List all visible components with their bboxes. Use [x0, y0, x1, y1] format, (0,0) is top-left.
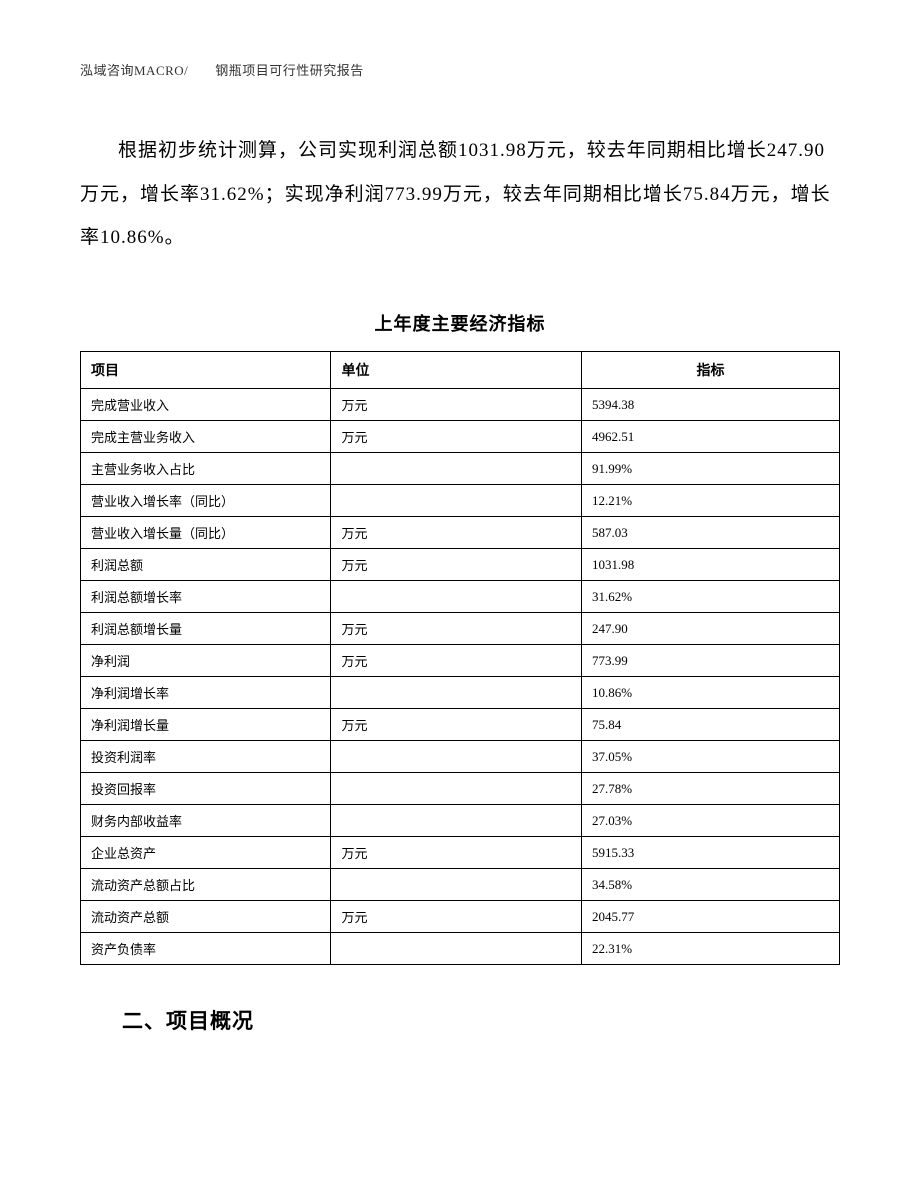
cell-item: 财务内部收益率: [81, 805, 331, 837]
cell-value: 5915.33: [581, 837, 839, 869]
column-header-item: 项目: [81, 352, 331, 389]
table-row: 主营业务收入占比 91.99%: [81, 453, 840, 485]
column-header-value: 指标: [581, 352, 839, 389]
cell-item: 完成营业收入: [81, 389, 331, 421]
cell-value: 34.58%: [581, 869, 839, 901]
cell-value: 5394.38: [581, 389, 839, 421]
table-row: 净利润增长率 10.86%: [81, 677, 840, 709]
paragraph-text: 根据初步统计测算，公司实现利润总额1031.98万元，较去年同期相比增长247.…: [80, 140, 831, 248]
cell-unit: [331, 933, 581, 965]
table-row: 利润总额增长率 31.62%: [81, 581, 840, 613]
cell-item: 净利润: [81, 645, 331, 677]
cell-unit: [331, 741, 581, 773]
cell-item: 营业收入增长率（同比）: [81, 485, 331, 517]
table-body: 完成营业收入万元5394.38完成主营业务收入万元4962.51主营业务收入占比…: [81, 389, 840, 965]
table-title-text: 上年度主要经济指标: [375, 314, 546, 334]
table-header-row: 项目 单位 指标: [81, 352, 840, 389]
cell-item: 净利润增长量: [81, 709, 331, 741]
table-row: 流动资产总额万元2045.77: [81, 901, 840, 933]
cell-value: 75.84: [581, 709, 839, 741]
table-row: 营业收入增长率（同比） 12.21%: [81, 485, 840, 517]
cell-value: 1031.98: [581, 549, 839, 581]
cell-unit: 万元: [331, 709, 581, 741]
cell-value: 2045.77: [581, 901, 839, 933]
table-row: 完成主营业务收入万元4962.51: [81, 421, 840, 453]
table-title: 上年度主要经济指标: [80, 310, 840, 336]
cell-item: 流动资产总额: [81, 901, 331, 933]
cell-unit: 万元: [331, 645, 581, 677]
cell-value: 31.62%: [581, 581, 839, 613]
cell-unit: 万元: [331, 549, 581, 581]
cell-item: 净利润增长率: [81, 677, 331, 709]
table-row: 投资回报率 27.78%: [81, 773, 840, 805]
table-row: 利润总额增长量万元247.90: [81, 613, 840, 645]
cell-unit: [331, 485, 581, 517]
table-row: 财务内部收益率 27.03%: [81, 805, 840, 837]
section-heading-text: 二、项目概况: [122, 1009, 254, 1033]
table-row: 净利润增长量万元75.84: [81, 709, 840, 741]
table-row: 投资利润率 37.05%: [81, 741, 840, 773]
cell-item: 利润总额增长量: [81, 613, 331, 645]
cell-value: 4962.51: [581, 421, 839, 453]
table-row: 流动资产总额占比 34.58%: [81, 869, 840, 901]
cell-value: 10.86%: [581, 677, 839, 709]
cell-unit: 万元: [331, 837, 581, 869]
column-header-unit: 单位: [331, 352, 581, 389]
cell-unit: [331, 805, 581, 837]
cell-item: 资产负债率: [81, 933, 331, 965]
cell-unit: 万元: [331, 901, 581, 933]
cell-unit: [331, 581, 581, 613]
cell-item: 流动资产总额占比: [81, 869, 331, 901]
cell-value: 27.78%: [581, 773, 839, 805]
summary-paragraph: 根据初步统计测算，公司实现利润总额1031.98万元，较去年同期相比增长247.…: [80, 129, 840, 260]
header-text: 泓域咨询MACRO/ 钢瓶项目可行性研究报告: [80, 63, 364, 78]
cell-item: 营业收入增长量（同比）: [81, 517, 331, 549]
cell-value: 22.31%: [581, 933, 839, 965]
table-row: 资产负债率 22.31%: [81, 933, 840, 965]
cell-unit: 万元: [331, 389, 581, 421]
cell-item: 利润总额增长率: [81, 581, 331, 613]
table-row: 营业收入增长量（同比）万元587.03: [81, 517, 840, 549]
cell-unit: 万元: [331, 517, 581, 549]
cell-item: 完成主营业务收入: [81, 421, 331, 453]
table-row: 企业总资产万元5915.33: [81, 837, 840, 869]
cell-value: 91.99%: [581, 453, 839, 485]
cell-unit: [331, 677, 581, 709]
cell-item: 投资利润率: [81, 741, 331, 773]
cell-unit: 万元: [331, 421, 581, 453]
cell-item: 投资回报率: [81, 773, 331, 805]
economic-indicators-table: 项目 单位 指标 完成营业收入万元5394.38完成主营业务收入万元4962.5…: [80, 351, 840, 965]
cell-unit: [331, 869, 581, 901]
cell-item: 主营业务收入占比: [81, 453, 331, 485]
document-header: 泓域咨询MACRO/ 钢瓶项目可行性研究报告: [80, 60, 840, 79]
cell-value: 247.90: [581, 613, 839, 645]
section-heading: 二、项目概况: [122, 1005, 840, 1035]
table-row: 净利润万元773.99: [81, 645, 840, 677]
cell-item: 企业总资产: [81, 837, 331, 869]
cell-unit: [331, 453, 581, 485]
cell-value: 587.03: [581, 517, 839, 549]
cell-unit: [331, 773, 581, 805]
table-row: 利润总额万元1031.98: [81, 549, 840, 581]
cell-value: 27.03%: [581, 805, 839, 837]
cell-value: 12.21%: [581, 485, 839, 517]
cell-value: 37.05%: [581, 741, 839, 773]
cell-unit: 万元: [331, 613, 581, 645]
cell-item: 利润总额: [81, 549, 331, 581]
cell-value: 773.99: [581, 645, 839, 677]
table-row: 完成营业收入万元5394.38: [81, 389, 840, 421]
